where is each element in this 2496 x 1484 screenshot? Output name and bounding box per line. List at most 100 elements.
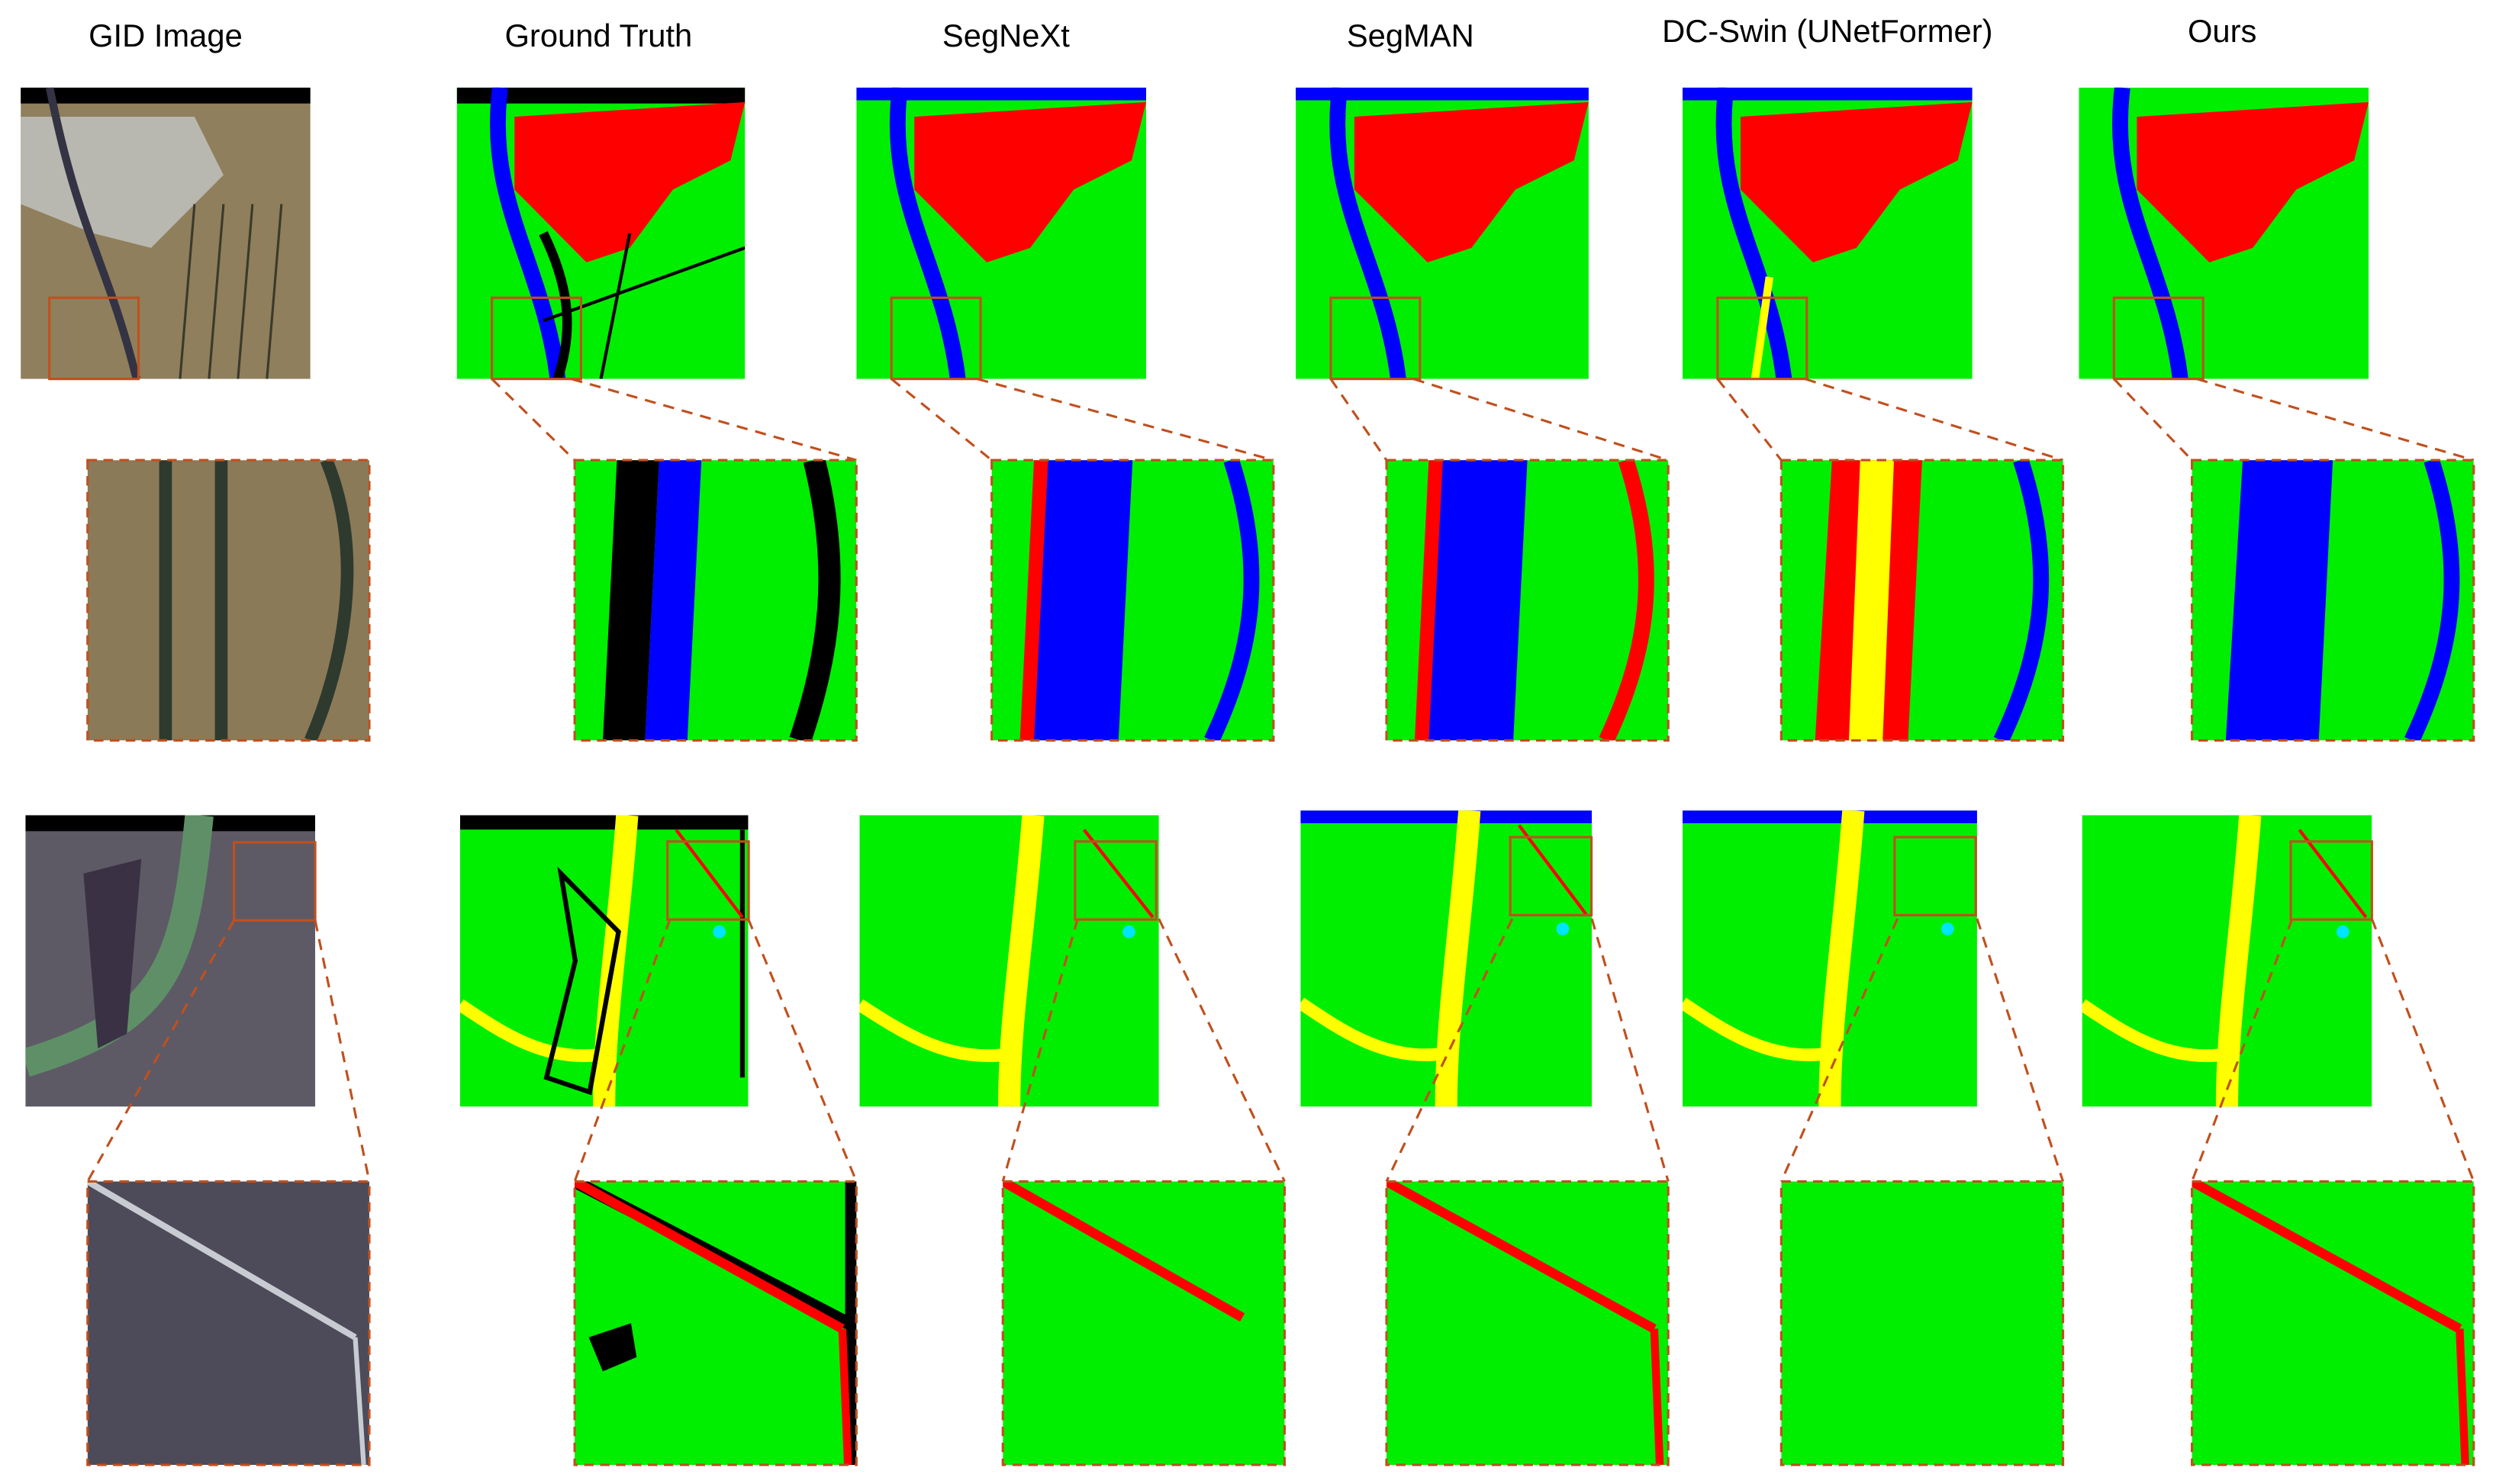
- road: [838, 1328, 852, 1465]
- pond: [1940, 922, 1954, 935]
- column-header: Ground Truth: [504, 18, 692, 53]
- zoom-border: [1779, 459, 2065, 742]
- road: [2192, 1181, 2462, 1334]
- tributary: [859, 999, 1010, 1063]
- panel: [575, 1181, 857, 1465]
- river: [2111, 87, 2188, 379]
- zoom-connector: [491, 378, 576, 462]
- zoom-connector: [977, 378, 1274, 462]
- panel: [859, 815, 1159, 1107]
- zoom-region: [1716, 296, 1808, 381]
- panel: [1781, 460, 2063, 741]
- panel: [87, 460, 369, 741]
- zoom-region: [2112, 296, 2205, 381]
- built-up: [2137, 101, 2369, 262]
- river: [304, 460, 354, 741]
- field: [83, 858, 142, 1049]
- zoom-region: [491, 296, 582, 381]
- road: [543, 866, 621, 1096]
- road: [2456, 1328, 2469, 1465]
- zoom-border: [573, 459, 858, 742]
- zoom-connector: [1716, 378, 1783, 462]
- field-line: [237, 204, 254, 379]
- panel: [459, 815, 749, 1107]
- panel-bg: [1003, 1181, 1285, 1465]
- panel: [87, 1181, 369, 1465]
- panel: [2079, 87, 2369, 379]
- zoom-connector: [747, 918, 858, 1183]
- zoom-connector: [2191, 918, 2294, 1183]
- patch: [588, 1323, 637, 1372]
- channel: [2225, 460, 2333, 741]
- canal: [214, 460, 228, 741]
- panel-bg: [2192, 1181, 2474, 1465]
- strip: [1300, 810, 1593, 823]
- zoom-region: [1074, 840, 1158, 921]
- strip: [459, 815, 749, 830]
- water: [645, 460, 702, 741]
- zoom-region: [1893, 835, 1977, 916]
- road: [543, 233, 746, 379]
- strip: [456, 87, 746, 104]
- panel: [1683, 87, 1973, 379]
- river: [1715, 87, 1792, 379]
- strip: [21, 87, 311, 104]
- panel-bg: [575, 1181, 857, 1465]
- zoom-connector: [86, 919, 236, 1183]
- river: [25, 815, 214, 1077]
- river: [1993, 460, 2050, 741]
- zoom-border: [1385, 459, 1670, 742]
- channel: [1848, 460, 1895, 741]
- zoom-connector: [1158, 918, 1286, 1183]
- zoom-border: [2190, 1180, 2475, 1466]
- pond: [713, 925, 726, 938]
- river: [1818, 810, 1865, 1107]
- river: [889, 87, 966, 379]
- built-up: [914, 101, 1146, 262]
- zoom-region: [2289, 840, 2373, 921]
- column-header: DC-Swin (UNetFormer): [1662, 13, 1992, 49]
- canal: [159, 460, 172, 741]
- panel: [2192, 460, 2474, 741]
- zoom-border: [1001, 1180, 1287, 1466]
- panel: [856, 87, 1146, 379]
- panel: [456, 87, 746, 379]
- built-up: [1740, 101, 1973, 262]
- zoom-region: [666, 840, 750, 921]
- panel: [1296, 87, 1589, 379]
- road: [675, 829, 744, 919]
- road: [1082, 829, 1155, 919]
- zoom-connector: [2370, 918, 2475, 1183]
- zoom-border: [573, 1180, 858, 1466]
- zoom-border: [2190, 459, 2475, 742]
- pond: [1122, 925, 1135, 938]
- zoom-connector: [1329, 378, 1388, 462]
- zoom-connector: [573, 918, 672, 1183]
- strip: [1296, 87, 1589, 101]
- road: [87, 1181, 357, 1341]
- zoom-border: [86, 459, 371, 742]
- panel-bg: [1386, 1181, 1669, 1465]
- built-up: [1354, 101, 1589, 262]
- zoom-border: [1385, 1180, 1670, 1466]
- zoom-connector: [1779, 918, 1899, 1183]
- pond: [2336, 925, 2349, 938]
- zoom-border: [990, 459, 1275, 742]
- zoom-connector: [1805, 378, 2064, 462]
- road: [353, 1337, 366, 1465]
- field-line: [266, 204, 283, 379]
- road: [1386, 1181, 1657, 1334]
- panel: [2082, 815, 2372, 1107]
- road: [575, 1181, 845, 1334]
- zoom-connector: [2113, 378, 2193, 462]
- road: [603, 460, 659, 741]
- zoom-region: [890, 296, 982, 381]
- panel: [991, 460, 1274, 741]
- tributary: [1300, 997, 1448, 1061]
- zoom-region: [1329, 296, 1422, 381]
- zoom-connector: [2196, 378, 2475, 462]
- panel: [575, 460, 857, 741]
- strip: [1683, 87, 1973, 101]
